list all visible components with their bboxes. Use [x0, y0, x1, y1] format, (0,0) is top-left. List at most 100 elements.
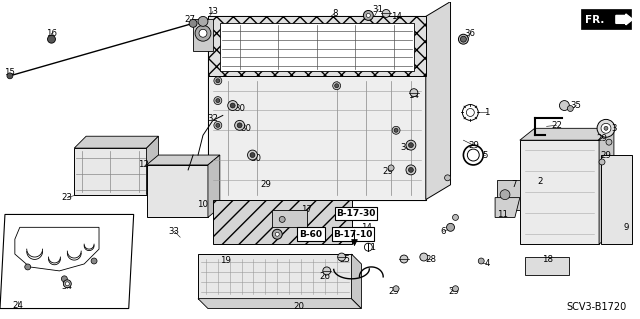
Circle shape [275, 232, 279, 236]
Text: 30: 30 [240, 124, 251, 133]
Circle shape [333, 82, 340, 90]
Polygon shape [497, 180, 520, 210]
Circle shape [410, 89, 418, 97]
Text: 21: 21 [366, 243, 377, 252]
Text: 22: 22 [551, 121, 562, 130]
Text: 30: 30 [405, 167, 417, 176]
Circle shape [406, 165, 416, 175]
Text: 11: 11 [497, 210, 509, 219]
Text: 14: 14 [408, 91, 419, 100]
Text: 31: 31 [372, 5, 384, 14]
Circle shape [237, 123, 242, 128]
Circle shape [408, 167, 413, 172]
Text: 12: 12 [138, 160, 149, 169]
FancyArrow shape [616, 14, 633, 25]
Text: 6: 6 [441, 227, 446, 236]
Circle shape [248, 150, 257, 160]
Circle shape [228, 100, 237, 110]
Circle shape [460, 36, 467, 42]
Polygon shape [198, 299, 362, 308]
Circle shape [478, 258, 484, 264]
Circle shape [606, 139, 612, 145]
Text: FR.: FR. [586, 15, 605, 26]
Text: 30: 30 [250, 153, 261, 162]
Text: B-60: B-60 [300, 230, 323, 239]
Polygon shape [520, 128, 614, 140]
Polygon shape [601, 155, 632, 244]
Text: 18: 18 [542, 255, 553, 263]
Circle shape [63, 280, 71, 288]
Polygon shape [0, 214, 134, 308]
Text: 29: 29 [448, 287, 459, 296]
Polygon shape [147, 155, 220, 165]
Text: 27: 27 [184, 15, 196, 24]
Text: 35: 35 [571, 101, 582, 110]
Circle shape [394, 128, 398, 132]
Polygon shape [272, 210, 307, 227]
Circle shape [335, 84, 339, 88]
Bar [581, 10, 631, 29]
Text: 29: 29 [596, 134, 607, 143]
Circle shape [279, 216, 285, 222]
Circle shape [452, 286, 458, 292]
Circle shape [25, 264, 31, 270]
Polygon shape [520, 140, 599, 244]
Text: 28: 28 [425, 255, 436, 263]
Text: SCV3-B1720: SCV3-B1720 [566, 301, 627, 312]
Circle shape [408, 143, 413, 148]
Text: 15: 15 [4, 68, 15, 78]
Circle shape [7, 73, 13, 79]
Circle shape [452, 214, 458, 220]
Polygon shape [198, 254, 351, 299]
Circle shape [406, 140, 416, 150]
Text: 29: 29 [600, 151, 611, 160]
Circle shape [189, 19, 197, 27]
Text: 30: 30 [234, 104, 245, 113]
Circle shape [500, 190, 510, 200]
Circle shape [338, 253, 346, 261]
Circle shape [445, 175, 451, 181]
Text: 8: 8 [332, 9, 337, 18]
Text: 2: 2 [537, 177, 542, 186]
Circle shape [364, 11, 373, 20]
Circle shape [392, 126, 400, 134]
Circle shape [366, 13, 371, 18]
Polygon shape [599, 128, 614, 244]
Text: 13: 13 [207, 7, 218, 16]
Circle shape [382, 10, 390, 18]
Polygon shape [495, 198, 520, 218]
Text: 29: 29 [383, 167, 394, 176]
Circle shape [597, 119, 615, 137]
Circle shape [198, 16, 208, 26]
Text: 7: 7 [511, 180, 516, 189]
Polygon shape [213, 200, 351, 244]
Circle shape [230, 103, 235, 108]
Polygon shape [74, 136, 159, 148]
Circle shape [47, 35, 56, 43]
Circle shape [447, 223, 454, 231]
Text: 24: 24 [12, 301, 23, 310]
Text: 29: 29 [468, 141, 479, 150]
Text: 14: 14 [390, 12, 401, 21]
Text: 34: 34 [62, 282, 73, 291]
Circle shape [214, 121, 222, 129]
Text: 23: 23 [62, 193, 73, 202]
Text: 25: 25 [339, 255, 350, 263]
Polygon shape [193, 19, 213, 51]
Text: 29: 29 [388, 287, 399, 296]
Circle shape [216, 123, 220, 127]
Text: B-17-30: B-17-30 [336, 209, 376, 218]
Circle shape [364, 243, 372, 251]
Circle shape [388, 165, 394, 171]
Bar [525, 257, 570, 275]
Text: 20: 20 [294, 302, 305, 311]
Polygon shape [426, 2, 451, 200]
Circle shape [235, 120, 244, 130]
Polygon shape [208, 155, 220, 218]
Text: 10: 10 [198, 200, 209, 209]
Polygon shape [208, 16, 426, 200]
Circle shape [458, 34, 468, 44]
Circle shape [559, 100, 570, 110]
Bar [297, 227, 324, 241]
Circle shape [61, 276, 67, 282]
